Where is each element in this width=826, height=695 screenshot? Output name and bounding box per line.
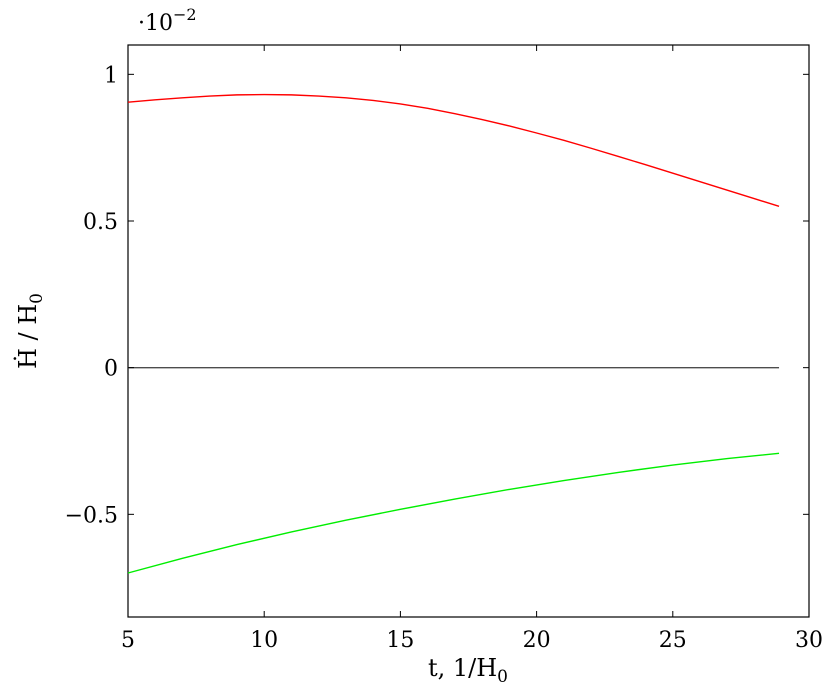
x-tick-label: 15: [386, 628, 414, 653]
series-line-1: [127, 93, 780, 207]
y-tick-label: 1: [104, 63, 118, 88]
x-tick-label: 20: [523, 628, 551, 653]
series-layer: [127, 93, 780, 574]
y-axis-label: Ḣ / H0: [13, 293, 47, 369]
y-axis-label-subscript: 0: [27, 293, 47, 304]
y-scale-exponent: −2: [173, 5, 197, 24]
ticks-layer: 5 10 15 20 25 30 −0.5 0 0.5 1: [65, 45, 823, 653]
x-tick-label: 30: [795, 628, 823, 653]
y-scale-label: ·10−2: [138, 5, 197, 36]
y-tick-label: −0.5: [65, 503, 118, 528]
x-axis-label-subscript: 0: [497, 667, 508, 687]
y-tick-label: 0.5: [83, 210, 118, 235]
plot-frame: [127, 44, 810, 618]
x-axis-label: t, 1/H0: [428, 654, 508, 687]
x-tick-label: 5: [121, 628, 135, 653]
y-tick-label: 0: [104, 357, 118, 382]
series-line-3: [127, 452, 780, 574]
x-tick-label: 25: [659, 628, 687, 653]
x-tick-label: 10: [250, 628, 278, 653]
